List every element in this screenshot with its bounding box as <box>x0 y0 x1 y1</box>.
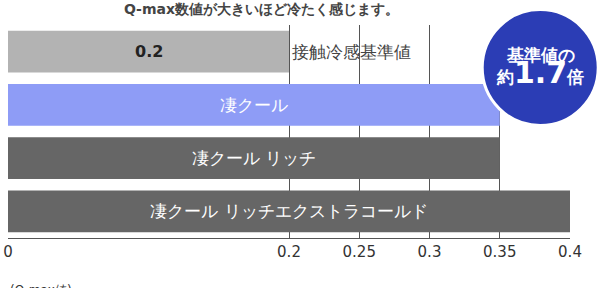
svg-text:0.2: 0.2 <box>135 42 163 61</box>
svg-text:0.35: 0.35 <box>483 243 516 261</box>
svg-text:接触冷感基準値: 接触冷感基準値 <box>292 42 411 62</box>
svg-text:0: 0 <box>3 243 13 261</box>
svg-text:0.2: 0.2 <box>277 243 301 261</box>
svg-text:0.3: 0.3 <box>418 243 442 261</box>
svg-text:凄クール リッチエクストラコールド: 凄クール リッチエクストラコールド <box>150 201 427 221</box>
svg-text:Q-max数値が大きいほど冷たく感じます。: Q-max数値が大きいほど冷たく感じます。 <box>124 1 399 17</box>
svg-text:基準値の約1.7倍: 基準値の約1.7倍 <box>496 45 584 90</box>
svg-text:凄クール: 凄クール <box>220 95 288 115</box>
svg-text:0.4: 0.4 <box>558 243 582 261</box>
svg-text:0.25: 0.25 <box>343 243 376 261</box>
svg-text:凄クール リッチ: 凄クール リッチ <box>192 148 316 168</box>
svg-text:(Q-max値): (Q-max値) <box>10 283 72 288</box>
